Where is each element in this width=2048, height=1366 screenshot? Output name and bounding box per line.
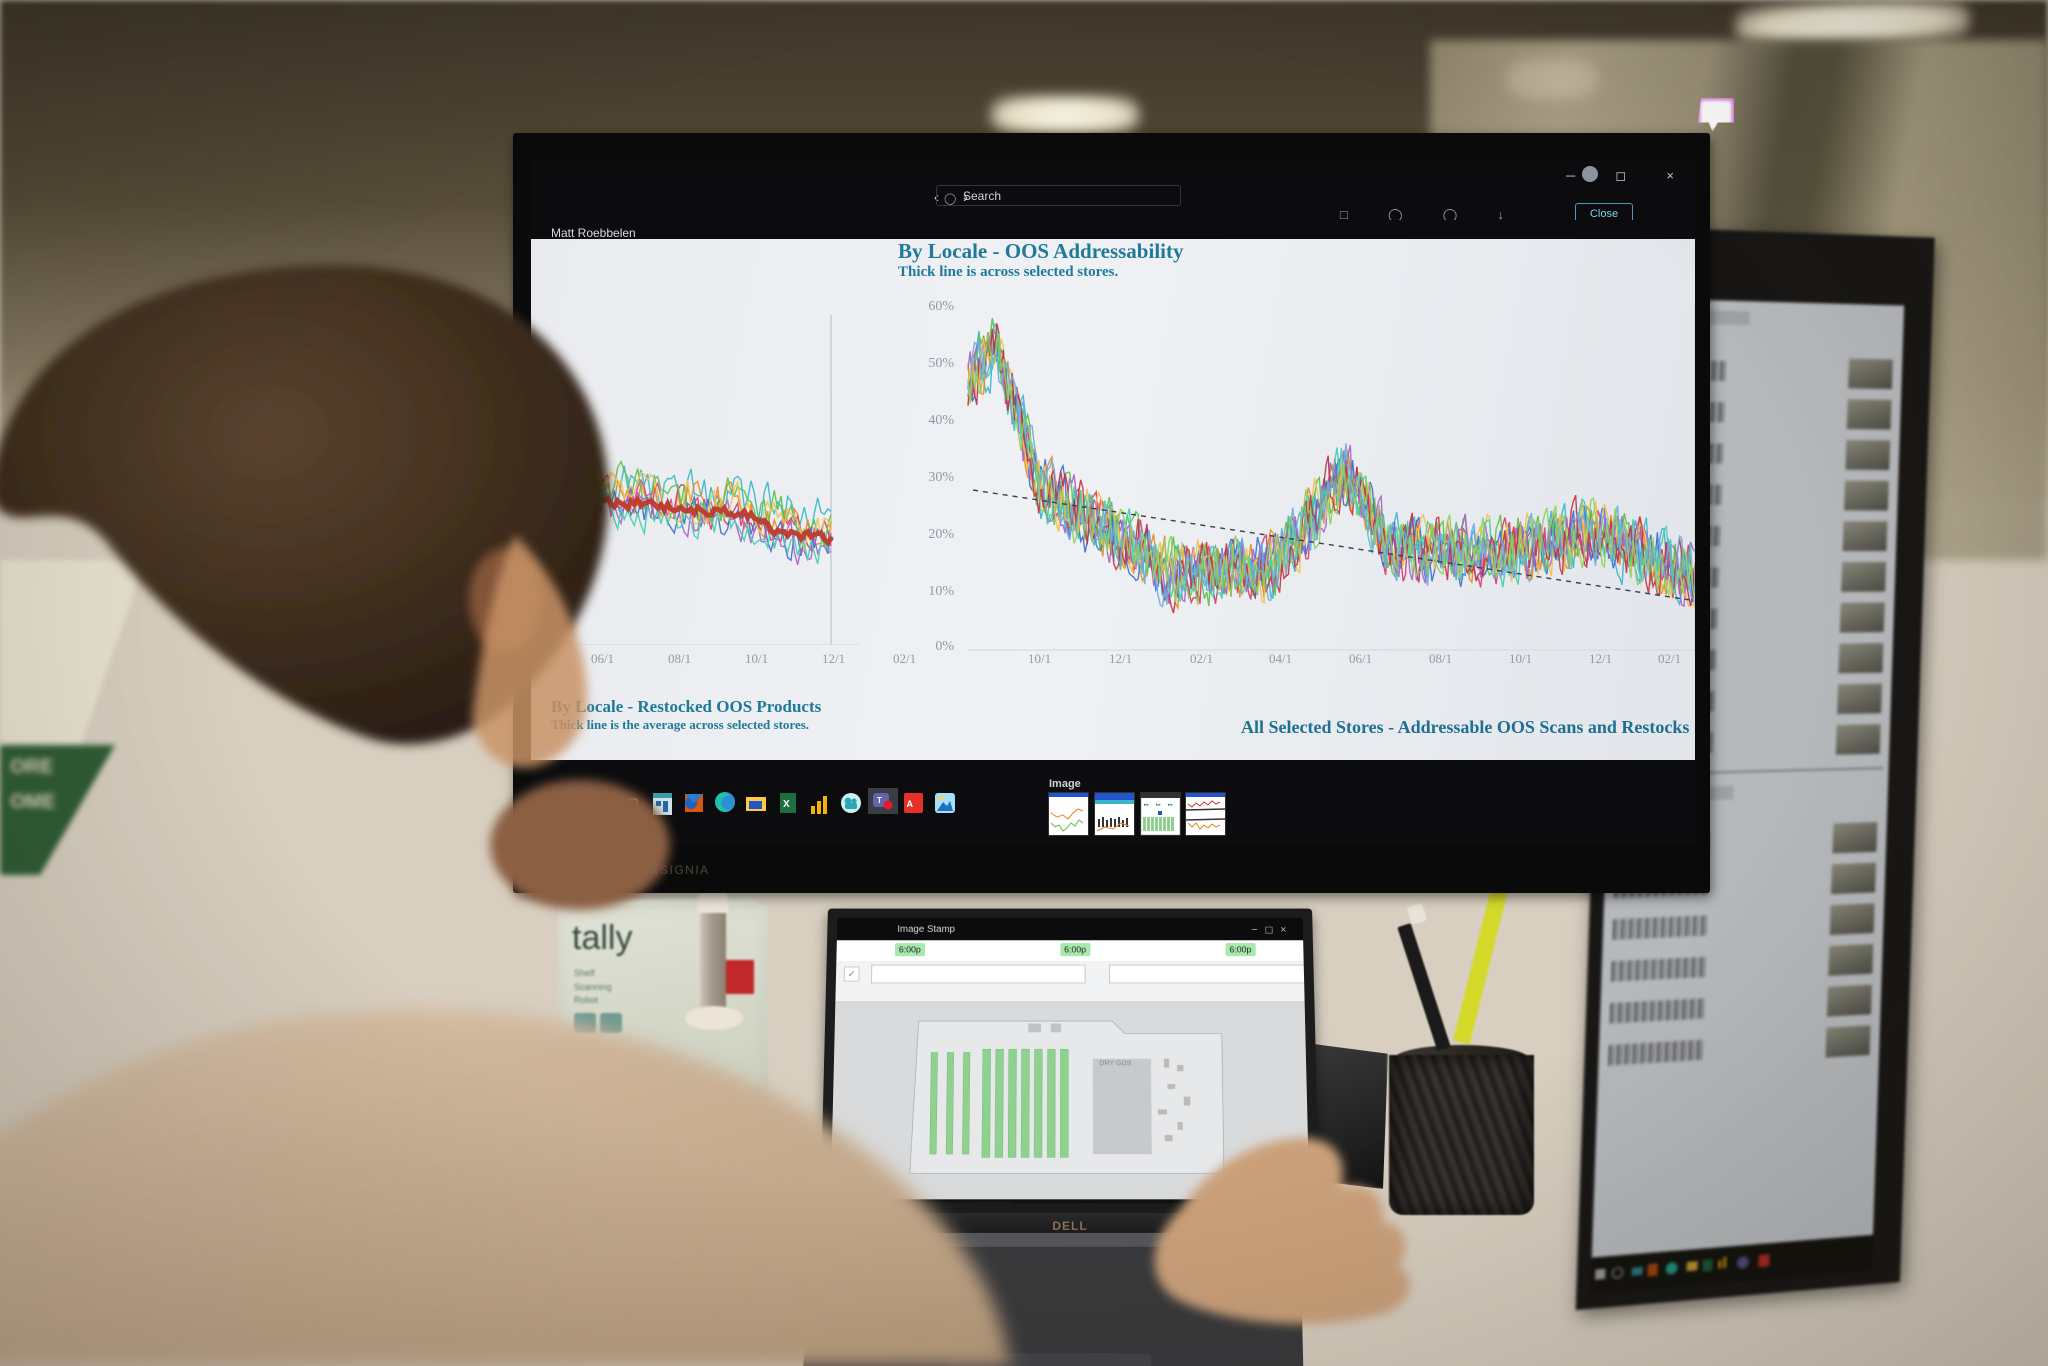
- svg-text:▸▸: ▸▸: [1144, 802, 1150, 808]
- svg-text:▸▸: ▸▸: [1168, 802, 1174, 808]
- svg-text:X: X: [783, 799, 790, 810]
- svg-text:DRY GDS: DRY GDS: [1099, 1059, 1131, 1067]
- svg-text:T: T: [877, 796, 882, 805]
- svg-text:A: A: [907, 799, 914, 809]
- svg-text:▸▸: ▸▸: [1156, 802, 1162, 808]
